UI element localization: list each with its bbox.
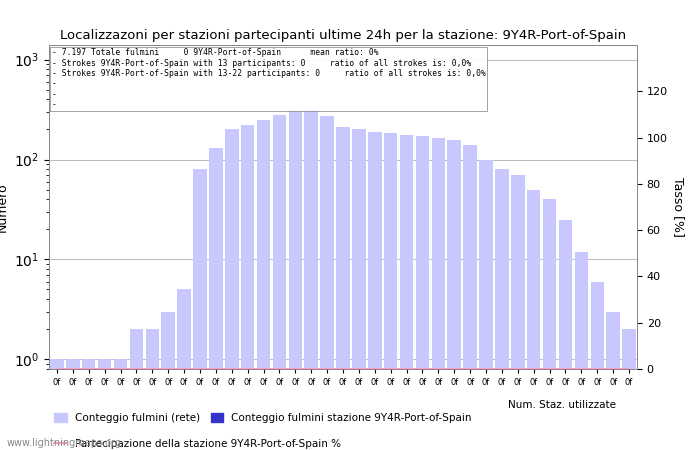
Bar: [495, 169, 509, 450]
Bar: [463, 145, 477, 450]
Bar: [321, 117, 334, 450]
Bar: [542, 199, 556, 450]
Bar: [336, 127, 350, 450]
Bar: [304, 109, 318, 450]
Y-axis label: Numero: Numero: [0, 182, 8, 232]
Bar: [447, 140, 461, 450]
Bar: [225, 130, 239, 450]
Bar: [352, 130, 365, 450]
Bar: [559, 220, 572, 450]
Bar: [162, 312, 175, 450]
Bar: [114, 359, 127, 450]
Text: - 7.197 Totale fulmini     0 9Y4R-Port-of-Spain      mean ratio: 0%
- Strokes 9Y: - 7.197 Totale fulmini 0 9Y4R-Port-of-Sp…: [52, 48, 486, 109]
Bar: [591, 282, 604, 450]
Bar: [575, 252, 588, 450]
Bar: [400, 135, 413, 450]
Bar: [257, 120, 270, 450]
Bar: [416, 136, 429, 450]
Bar: [273, 115, 286, 450]
Title: Localizzazoni per stazioni partecipanti ultime 24h per la stazione: 9Y4R-Port-of: Localizzazoni per stazioni partecipanti …: [60, 29, 626, 42]
Bar: [146, 329, 159, 450]
Bar: [480, 159, 493, 450]
Bar: [177, 289, 191, 450]
Bar: [193, 169, 206, 450]
Bar: [432, 138, 445, 450]
Bar: [66, 359, 80, 450]
Bar: [511, 175, 524, 450]
Bar: [288, 110, 302, 450]
Bar: [241, 125, 254, 450]
Y-axis label: Tasso [%]: Tasso [%]: [671, 177, 685, 237]
Text: www.lightningmaps.org: www.lightningmaps.org: [7, 438, 122, 448]
Bar: [384, 133, 398, 450]
Bar: [98, 359, 111, 450]
Legend: Partecipazione della stazione 9Y4R-Port-of-Spain %: Partecipazione della stazione 9Y4R-Port-…: [54, 439, 341, 449]
Bar: [527, 189, 540, 450]
Text: Num. Staz. utilizzate: Num. Staz. utilizzate: [508, 400, 616, 410]
Bar: [368, 132, 382, 450]
Bar: [209, 148, 223, 450]
Bar: [50, 359, 64, 450]
Bar: [82, 359, 95, 450]
Bar: [622, 329, 636, 450]
Bar: [606, 312, 620, 450]
Bar: [130, 329, 144, 450]
